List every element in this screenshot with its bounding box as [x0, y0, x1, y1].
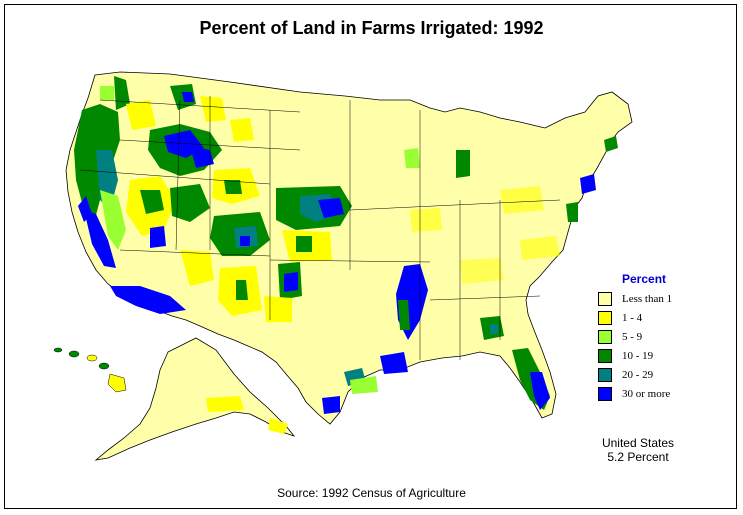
summary-value: 5.2 Percent — [607, 450, 669, 464]
map-title: Percent of Land in Farms Irrigated: 1992 — [199, 18, 544, 38]
us-summary: United States 5.2 Percent — [578, 436, 698, 464]
legend-item: 10 - 19 — [598, 347, 708, 365]
legend-swatch — [598, 349, 612, 363]
alaska — [94, 337, 296, 461]
legend-swatch — [598, 330, 612, 344]
hawaii — [53, 347, 127, 393]
legend: Percent Less than 1 1 - 4 5 - 9 10 - 19 … — [598, 272, 708, 404]
legend-item: 30 or more — [598, 385, 708, 403]
legend-title: Percent — [622, 272, 667, 286]
legend-swatch — [598, 311, 612, 325]
legend-item: Less than 1 — [598, 290, 708, 308]
source-note: Source: 1992 Census of Agriculture — [277, 486, 466, 500]
legend-label: 5 - 9 — [622, 331, 643, 343]
legend-item: 20 - 29 — [598, 366, 708, 384]
irrigation-patches — [74, 76, 618, 434]
summary-region: United States — [601, 436, 675, 450]
legend-swatch — [598, 292, 612, 306]
state-boundaries — [79, 96, 561, 360]
legend-label: 30 or more — [622, 388, 671, 400]
legend-label: 10 - 19 — [622, 350, 654, 362]
legend-swatch — [598, 387, 612, 401]
legend-item: 5 - 9 — [598, 328, 708, 346]
legend-swatch — [598, 368, 612, 382]
legend-label: Less than 1 — [622, 293, 673, 305]
legend-label: 1 - 4 — [622, 312, 643, 324]
legend-label: 20 - 29 — [622, 369, 654, 381]
legend-item: 1 - 4 — [598, 309, 708, 327]
